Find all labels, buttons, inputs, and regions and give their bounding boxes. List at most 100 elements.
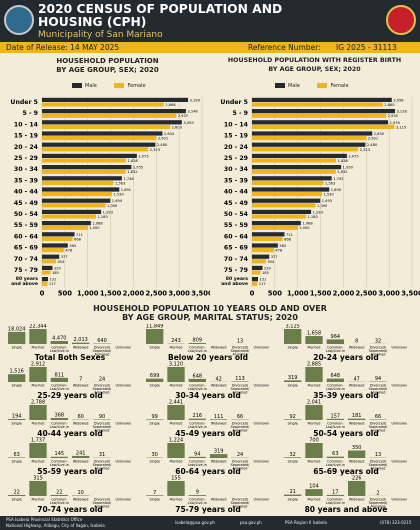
bar-male — [252, 109, 395, 114]
marital-category-label: Separated/ — [231, 349, 251, 353]
bar-male — [252, 120, 389, 125]
marital-category-label: Single — [149, 422, 159, 426]
marital-bar — [72, 455, 90, 458]
marital-bar — [348, 450, 366, 458]
marital-bar — [305, 336, 323, 344]
marital-category-label: Widowed — [73, 422, 88, 426]
value-label-male: 1,955 — [133, 166, 143, 170]
reference-label: Reference Number: — [248, 43, 321, 52]
marital-category-label: Annulled — [371, 391, 386, 395]
marital-bar — [8, 457, 26, 458]
value-label-female: 304 — [267, 260, 275, 264]
marital-value-label: 32 — [289, 452, 295, 458]
marital-value-label: 648 — [331, 373, 341, 379]
title-line-1: 2020 CENSUS OF POPULATION AND — [38, 2, 283, 16]
y-category-label: 40 - 44 — [224, 189, 249, 196]
marital-panel-label: 55-59 years old — [37, 467, 103, 476]
value-label-male: 3,058 — [393, 98, 404, 102]
marital-category-label: Unknown — [391, 422, 407, 426]
y-category-label: 60 - 64 — [14, 233, 39, 240]
bar-female — [42, 158, 127, 163]
marital-value-label: 2,041 — [307, 400, 321, 406]
marital-category-label: Annulled — [233, 353, 248, 357]
marital-bar — [29, 367, 47, 382]
x-tick-label: 1,500 — [100, 289, 122, 297]
bar-male — [252, 265, 263, 270]
bar-female — [252, 113, 387, 118]
marital-category-label: Married — [32, 460, 45, 464]
marital-value-label: 8 — [355, 338, 358, 344]
marital-category-label: Unknown — [253, 384, 269, 388]
value-label-female: 2,935 — [388, 114, 398, 118]
value-label-male: 3,128 — [396, 110, 407, 114]
y-category-label: 35 - 39 — [14, 177, 38, 184]
marital-category-label: Separated/ — [369, 501, 389, 505]
marital-bar — [167, 367, 185, 382]
marital-bar — [305, 405, 323, 420]
marital-panel-label: 75-79 years old — [175, 505, 241, 514]
x-tick-label: 0 — [40, 289, 45, 297]
marital-category-label: Unknown — [391, 498, 407, 502]
value-label-male: 1,068 — [92, 222, 103, 226]
marital-value-label: 157 — [331, 413, 341, 419]
y-category-label: and above — [221, 281, 248, 287]
footer-facebook[interactable]: PSA Region II Isabela — [285, 520, 327, 525]
value-label-female: 2,323 — [150, 148, 160, 152]
marital-bar — [8, 494, 26, 496]
y-category-label: 25 - 29 — [14, 155, 38, 162]
marital-value-label: 63 — [332, 451, 338, 457]
legend-male: Male — [288, 83, 300, 89]
value-label-male: 1,748 — [123, 177, 134, 181]
x-tick-label: 500 — [268, 289, 282, 297]
marital-category-label: Law/Live-in — [326, 501, 345, 505]
marital-category-label: Law/Live-in — [188, 387, 207, 391]
bar-female — [252, 102, 383, 107]
title-line: BY AGE GROUP, SEX; 2020 — [268, 65, 361, 73]
marital-bar — [167, 443, 185, 458]
marital-category-label: Common- — [51, 422, 68, 426]
value-label-male: 131 — [259, 278, 266, 282]
psa-logo-icon — [4, 5, 34, 35]
marital-category-label: Law/Live-in — [50, 501, 69, 505]
bagong-pilipinas-logo-icon — [386, 5, 416, 35]
marital-value-label: 2,912 — [31, 362, 45, 368]
bar-female — [42, 236, 73, 241]
marital-value-label: 194 — [12, 413, 22, 419]
marital-category-label: Widowed — [349, 498, 364, 502]
marital-category-label: Common- — [189, 460, 206, 464]
female-swatch — [317, 83, 328, 88]
marital-value-label: 1,658 — [307, 331, 321, 337]
bar-female — [252, 147, 359, 152]
value-label-female: 117 — [49, 282, 56, 286]
marital-category-label: Annulled — [371, 353, 386, 357]
title-line: HOUSEHOLD POPULATION — [56, 57, 159, 65]
marital-category-label: Separated/ — [93, 463, 113, 467]
footer-website[interactable]: psa.gov.ph — [240, 520, 262, 525]
marital-category-label: Annulled — [371, 467, 386, 471]
marital-category-label: Married — [170, 460, 183, 464]
marital-category-label: Annulled — [233, 505, 248, 509]
y-category-label: 65 - 69 — [14, 245, 38, 252]
marital-value-label: 700 — [309, 438, 319, 444]
marital-category-label: Common- — [327, 498, 344, 502]
marital-bar — [146, 378, 164, 382]
marital-bar — [326, 494, 344, 496]
value-label-male: 2,075 — [348, 154, 358, 158]
marital-value-label: 2,013 — [74, 337, 88, 343]
marital-bar — [29, 443, 47, 458]
value-label-female: 3,115 — [396, 125, 406, 129]
marital-bar — [326, 456, 344, 458]
value-label-male: 2,075 — [138, 154, 148, 158]
y-category-label: 30 - 34 — [224, 166, 249, 173]
marital-bar — [8, 374, 26, 382]
marital-category-label: Single — [11, 346, 21, 350]
y-category-label: 35 - 39 — [224, 177, 248, 184]
y-category-label: 5 - 9 — [233, 110, 249, 117]
legend-female: Female — [330, 83, 349, 89]
footer-office: PSA Isabela Provincial Statistics Office — [6, 517, 83, 522]
marital-category-label: Divorced/ — [370, 346, 387, 350]
footer-email[interactable]: isabela@psa.gov.ph — [175, 520, 215, 525]
marital-value-label: 22 — [56, 489, 62, 495]
bar-male — [42, 277, 48, 282]
bar-female — [252, 236, 283, 241]
